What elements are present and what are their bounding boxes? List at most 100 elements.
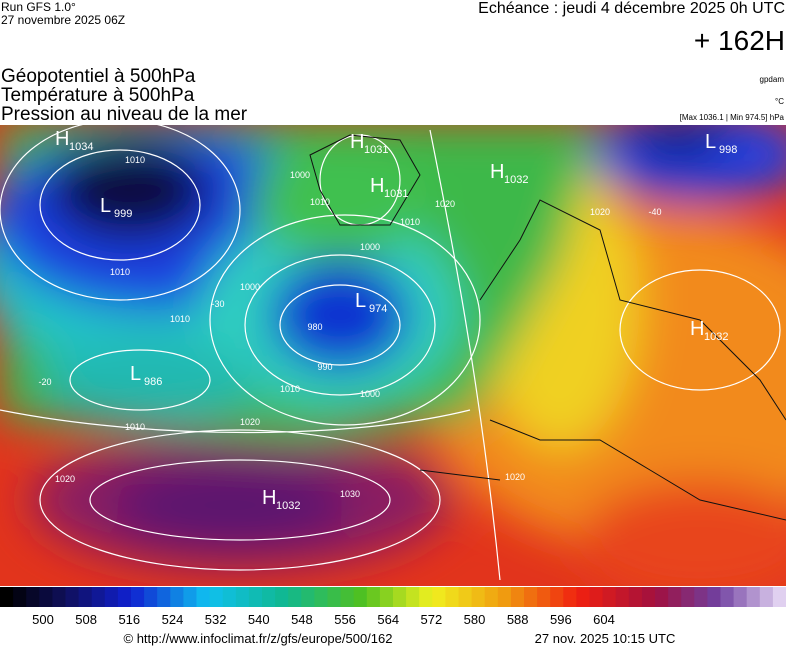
- colorbar-label: 540: [248, 612, 270, 627]
- center-letter: H: [350, 131, 364, 153]
- color-swatch: [196, 587, 211, 607]
- color-swatch: [733, 587, 748, 607]
- color-swatch: [602, 587, 617, 607]
- isobar-label: 1010: [125, 155, 145, 165]
- isobar-label: 1010: [110, 267, 130, 277]
- color-swatch: [746, 587, 761, 607]
- unit: [Max 1036.1 | Min 974.5] hPa: [680, 113, 785, 122]
- field: Pression au niveau de la mer: [1, 104, 248, 125]
- field: Température à 500hPa: [1, 85, 195, 106]
- isobar-label: -30: [211, 299, 224, 309]
- color-swatch: [262, 587, 276, 607]
- color-swatch: [694, 587, 708, 607]
- colorbar-label: 556: [334, 612, 356, 627]
- color-swatch: [668, 587, 682, 607]
- colorbar-label: 604: [593, 612, 615, 627]
- center-letter: L: [355, 290, 366, 312]
- color-swatch: [248, 587, 263, 607]
- color-swatch: [78, 587, 93, 607]
- colorbar-label: 516: [118, 612, 140, 627]
- color-swatch: [314, 587, 328, 607]
- color-swatch: [0, 587, 14, 607]
- center-value: 998: [719, 144, 737, 156]
- color-swatch: [510, 587, 525, 607]
- center-letter: H: [55, 128, 69, 150]
- color-swatch: [406, 587, 420, 607]
- isobar-label: 1020: [435, 199, 455, 209]
- run: Run GFS 1.0°: [1, 0, 76, 14]
- center-letter: H: [370, 175, 384, 197]
- center-letter: H: [690, 318, 704, 340]
- color-swatch: [275, 587, 289, 607]
- center-value: 1032: [504, 174, 528, 186]
- colorbar-label: 548: [291, 612, 313, 627]
- colorbar-label: 524: [162, 612, 184, 627]
- center-value: 1034: [69, 141, 93, 153]
- center-value: 1031: [384, 188, 408, 200]
- lead-time: + 162H: [694, 25, 785, 56]
- source: © http://www.infoclimat.fr/z/gfs/europe/…: [124, 631, 393, 646]
- map: [0, 125, 786, 586]
- center-value: 974: [369, 303, 387, 315]
- valid-time: Echéance : jeudi 4 décembre 2025 0h UTC: [478, 0, 785, 17]
- color-swatch: [432, 587, 446, 607]
- isobar-label: 1010: [400, 217, 420, 227]
- colorbar-label: 508: [75, 612, 97, 627]
- isobar-label: 1010: [280, 384, 300, 394]
- colorbar-label: 580: [464, 612, 486, 627]
- color-swatch: [471, 587, 486, 607]
- color-swatch: [458, 587, 473, 607]
- color-swatch: [628, 587, 643, 607]
- color-swatch: [563, 587, 577, 607]
- color-swatch: [759, 587, 774, 607]
- color-swatch: [104, 587, 119, 607]
- center-letter: L: [130, 363, 141, 385]
- color-swatch: [117, 587, 132, 607]
- color-swatch: [183, 587, 197, 607]
- color-swatch: [144, 587, 158, 607]
- center-letter: H: [490, 161, 504, 183]
- isobar-label: 1020: [505, 472, 525, 482]
- generated-time: 27 nov. 2025 10:15 UTC: [535, 631, 676, 646]
- field: Géopotentiel à 500hPa: [1, 66, 196, 87]
- color-swatch: [772, 587, 786, 607]
- colorbar-label: 564: [377, 612, 399, 627]
- color-swatch: [419, 587, 433, 607]
- colorbar-label: 588: [507, 612, 529, 627]
- color-swatch: [589, 587, 604, 607]
- color-swatch: [235, 587, 250, 607]
- color-swatch: [615, 587, 630, 607]
- unit: gpdam: [760, 75, 785, 84]
- center-value: 986: [144, 376, 162, 388]
- isobars: [0, 125, 781, 581]
- coastlines: [309, 134, 786, 521]
- color-swatch: [550, 587, 564, 607]
- isobar-label: 1010: [125, 422, 145, 432]
- color-swatch: [327, 587, 342, 607]
- color-swatch: [353, 587, 368, 607]
- center-letter: L: [705, 131, 716, 153]
- color-swatch: [641, 587, 656, 607]
- color-swatch: [393, 587, 407, 607]
- color-swatch: [39, 587, 53, 607]
- color-swatch: [65, 587, 80, 607]
- colorbar-label: 532: [205, 612, 227, 627]
- color-swatch: [170, 587, 184, 607]
- center-letter: L: [100, 195, 111, 217]
- color-swatch: [576, 587, 590, 607]
- isobar-label: 1010: [170, 314, 190, 324]
- color-swatch: [340, 587, 355, 607]
- isobar-label: 980: [307, 322, 322, 332]
- isobar-label: -40: [648, 207, 661, 217]
- isobar-label: 1020: [240, 417, 260, 427]
- unit: °C: [775, 97, 784, 106]
- color-swatch: [26, 587, 40, 607]
- color-swatch: [524, 587, 538, 607]
- center-value: 1032: [704, 331, 728, 343]
- run-date: 27 novembre 2025 06Z: [1, 13, 125, 27]
- center-value: 1032: [276, 500, 300, 512]
- color-swatch: [537, 587, 551, 607]
- isobar-label: 1020: [55, 474, 75, 484]
- center-value: 999: [114, 208, 132, 220]
- isobar-label: 1030: [340, 489, 360, 499]
